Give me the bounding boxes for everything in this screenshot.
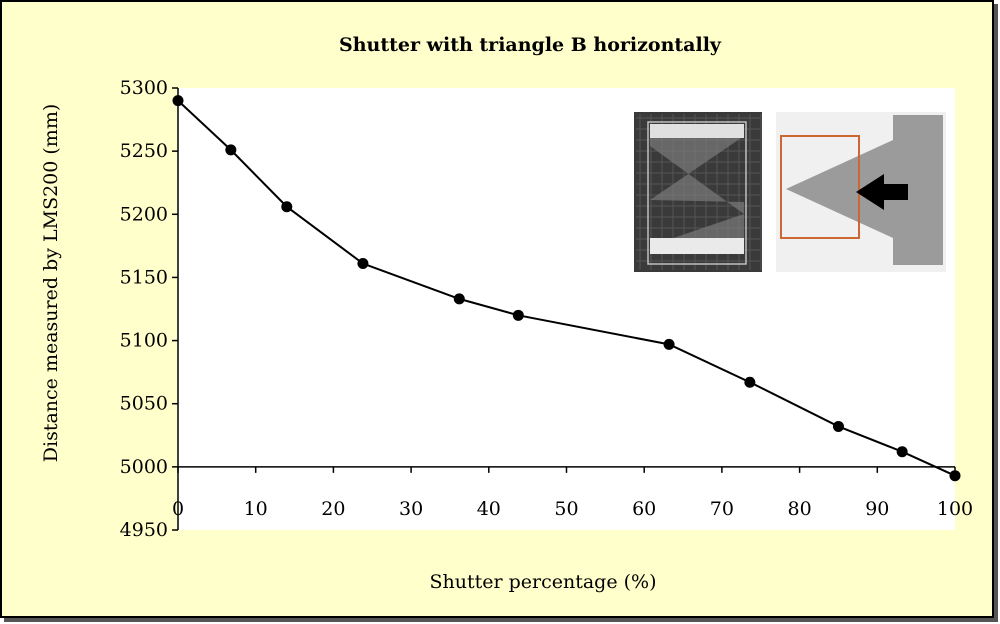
axes [172,87,956,531]
x-tick-label: 30 [399,498,423,520]
data-point [281,201,293,213]
data-point [225,144,237,156]
x-tick-label: 100 [937,498,973,520]
y-tick-label: 5100 [120,330,168,352]
data-point [453,293,465,305]
inset-photo [634,112,762,272]
x-tick-label: 70 [710,498,734,520]
data-point [832,420,844,432]
x-tick-label: 20 [321,498,345,520]
arrow-icon [856,174,908,210]
y-tick-label: 5050 [120,393,168,415]
series-layer [172,95,961,482]
x-tick-label: 80 [788,498,812,520]
x-tick-label: 90 [865,498,889,520]
x-tick-label: 0 [172,498,184,520]
y-tick-label: 5250 [120,140,168,162]
x-tick-label: 10 [244,498,268,520]
x-axis-label: Shutter percentage (%) [429,571,656,593]
data-point [512,309,524,321]
y-tick-label: 5000 [120,456,168,478]
data-point [949,470,961,482]
x-tick-label: 50 [554,498,578,520]
chart-title: Shutter with triangle B horizontally [339,34,722,56]
y-tick-label: 5200 [120,203,168,225]
data-point [663,338,675,350]
data-point [744,376,756,388]
tick-labels: 4950 5000 5050 5100 5150 5200 5250 5300 0 10 20 30 4… [120,77,973,541]
data-point [357,258,369,270]
y-tick-label: 5300 [120,77,168,99]
inset-images [634,112,946,272]
y-tick-label: 5150 [120,266,168,288]
y-tick-label: 4950 [120,519,168,541]
y-axis-label: Distance measured by LMS200 (mm) [40,104,62,462]
data-point [896,446,908,458]
inset-diagram [776,112,946,272]
data-point [172,95,184,107]
x-tick-label: 40 [477,498,501,520]
x-tick-label: 60 [632,498,656,520]
